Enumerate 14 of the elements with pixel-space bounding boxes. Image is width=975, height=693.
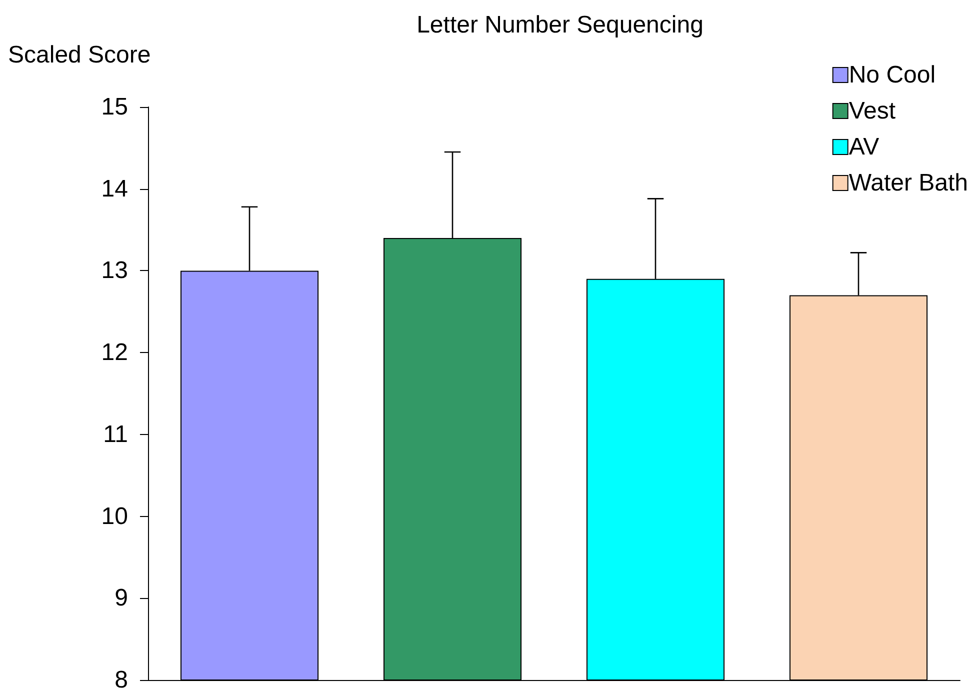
y-tick-label: 14 bbox=[101, 175, 128, 202]
y-axis-title: Scaled Score bbox=[8, 42, 151, 68]
legend-label: No Cool bbox=[848, 62, 936, 88]
legend-label: AV bbox=[848, 134, 880, 160]
y-tick-label: 13 bbox=[101, 257, 128, 284]
y-tick-label: 9 bbox=[114, 584, 128, 612]
chart-title: Letter Number Sequencing bbox=[416, 12, 704, 38]
y-tick-label: 15 bbox=[101, 94, 128, 120]
legend-label: Water Bath bbox=[848, 170, 968, 196]
legend-label: Vest bbox=[848, 98, 896, 124]
y-tick-label: 11 bbox=[103, 420, 128, 448]
y-tick-label: 10 bbox=[101, 502, 128, 530]
y-tick-label: 12 bbox=[101, 339, 128, 366]
y-tick-label: 8 bbox=[114, 666, 128, 693]
